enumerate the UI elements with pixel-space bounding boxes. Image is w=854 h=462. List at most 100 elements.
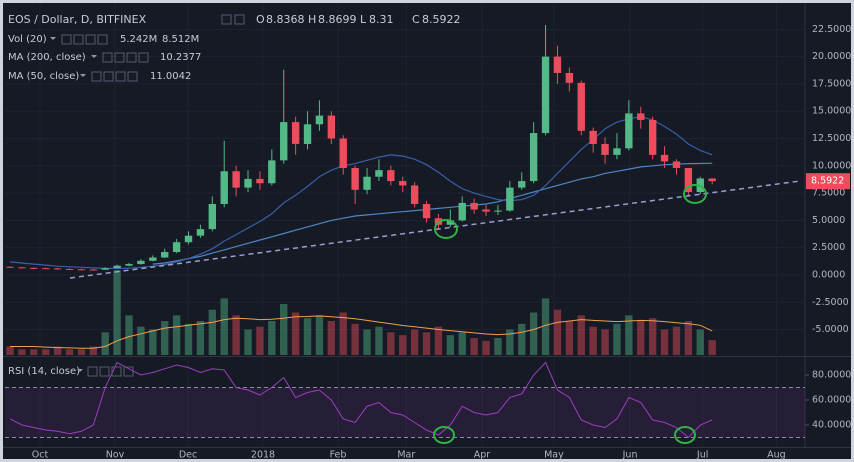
rsi-line — [9, 361, 713, 439]
indicator-name: RSI (14, close) — [8, 366, 80, 377]
y-tick-label: 2.5000 — [812, 242, 845, 253]
x-tick-label: Oct — [32, 450, 49, 461]
candle-body — [446, 220, 455, 225]
candle-body — [637, 113, 645, 120]
candle-body — [518, 181, 526, 188]
ohlc-label: L — [360, 13, 367, 26]
candle-body — [672, 161, 681, 168]
candle-body — [422, 204, 431, 219]
ohlc-value: 8.8699 — [318, 13, 357, 26]
volume-bar — [660, 329, 669, 355]
volume-bar — [232, 315, 240, 355]
candle-body — [172, 242, 181, 253]
candle-body — [149, 257, 157, 261]
volume-bar — [434, 326, 443, 355]
trend-line — [69, 180, 801, 279]
candle-body — [30, 267, 38, 269]
indicator-icons — [102, 52, 149, 63]
candle-body — [125, 264, 133, 266]
volume-bar — [399, 335, 407, 355]
volume-bar — [410, 329, 419, 355]
ohlc-value: 8.5922 — [422, 13, 461, 26]
indicator-name: MA (50, close) — [8, 71, 79, 82]
volume-bar — [541, 298, 550, 355]
highlight-circle — [434, 219, 458, 239]
candle-body — [577, 82, 585, 131]
y-tick-label: 15.0000 — [812, 106, 851, 117]
candle-body — [291, 122, 300, 144]
ohlc-label: C — [412, 13, 420, 26]
ma-line — [152, 162, 713, 265]
rsi-band — [5, 387, 805, 438]
y-tick-label: 17.5000 — [812, 78, 851, 89]
candle-body — [494, 210, 502, 212]
candle-body — [660, 154, 669, 162]
price-tag-label: 8.5922 — [811, 176, 844, 187]
highlight-circle — [683, 184, 707, 204]
volume-bar — [339, 312, 347, 355]
volume-bar — [684, 321, 693, 355]
candle-body — [684, 167, 693, 192]
volume-bar — [494, 338, 502, 355]
x-tick-label: Jul — [696, 450, 708, 461]
candle-body — [553, 56, 562, 73]
candle-body — [625, 113, 633, 149]
volume-bar — [89, 346, 97, 355]
volume-bar — [113, 270, 121, 355]
volume-bar — [101, 332, 109, 355]
volume-bar — [42, 349, 50, 355]
volume-bar — [518, 323, 526, 355]
volume-bar — [196, 321, 205, 355]
volume-bar — [208, 309, 217, 355]
candle-body — [65, 268, 74, 270]
y-tick-label: 22.5000 — [812, 24, 851, 35]
candle-body — [53, 268, 62, 270]
volume-bar — [363, 329, 371, 355]
volume-bar — [613, 323, 621, 355]
x-tick-label: May — [544, 450, 564, 461]
candle-body — [470, 202, 478, 210]
volume-bar — [315, 315, 324, 355]
volume-bar — [589, 326, 597, 355]
candle-body — [601, 143, 609, 155]
ohlc-label: H — [308, 13, 316, 26]
ohlc-value: 8.31 — [369, 13, 394, 26]
x-tick-label: Jun — [622, 450, 638, 461]
volume-bar — [244, 329, 252, 355]
volume-bar — [458, 332, 466, 355]
volume-bar — [53, 346, 62, 355]
x-tick-label: Nov — [106, 450, 125, 461]
y-tick-label: -2.5000 — [812, 297, 849, 308]
volume-bar — [506, 329, 514, 355]
volume-bar — [303, 318, 312, 355]
title-icons — [221, 14, 245, 25]
candle-body — [89, 269, 97, 271]
volume-ma-value: 8.512M — [162, 34, 199, 45]
candle-body — [529, 133, 538, 182]
volume-bar — [672, 326, 681, 355]
candle-body — [648, 119, 657, 155]
symbol-title: EOS / Dollar, D, BITFINEX — [8, 13, 147, 26]
volume-bar — [470, 338, 478, 355]
volume-bar — [65, 349, 74, 355]
dropdown-arrow — [50, 37, 56, 40]
candle-body — [280, 122, 288, 161]
price-tag — [806, 173, 850, 190]
volume-bar — [149, 329, 157, 355]
volume-bar — [351, 323, 359, 355]
candle-body — [399, 181, 407, 186]
candle-body — [137, 260, 145, 265]
volume-bar — [280, 304, 288, 355]
candle-body — [113, 265, 121, 269]
y-tick-label: 20.0000 — [812, 51, 851, 62]
x-tick-label: 2018 — [251, 450, 275, 461]
volume-bar — [184, 323, 193, 355]
volume-bar — [708, 340, 716, 355]
candle-body — [613, 148, 621, 155]
ohlc-label: O — [256, 13, 265, 26]
candle-body — [18, 267, 26, 269]
volume-bar — [601, 329, 609, 355]
ma-value: 11.0042 — [150, 71, 191, 82]
